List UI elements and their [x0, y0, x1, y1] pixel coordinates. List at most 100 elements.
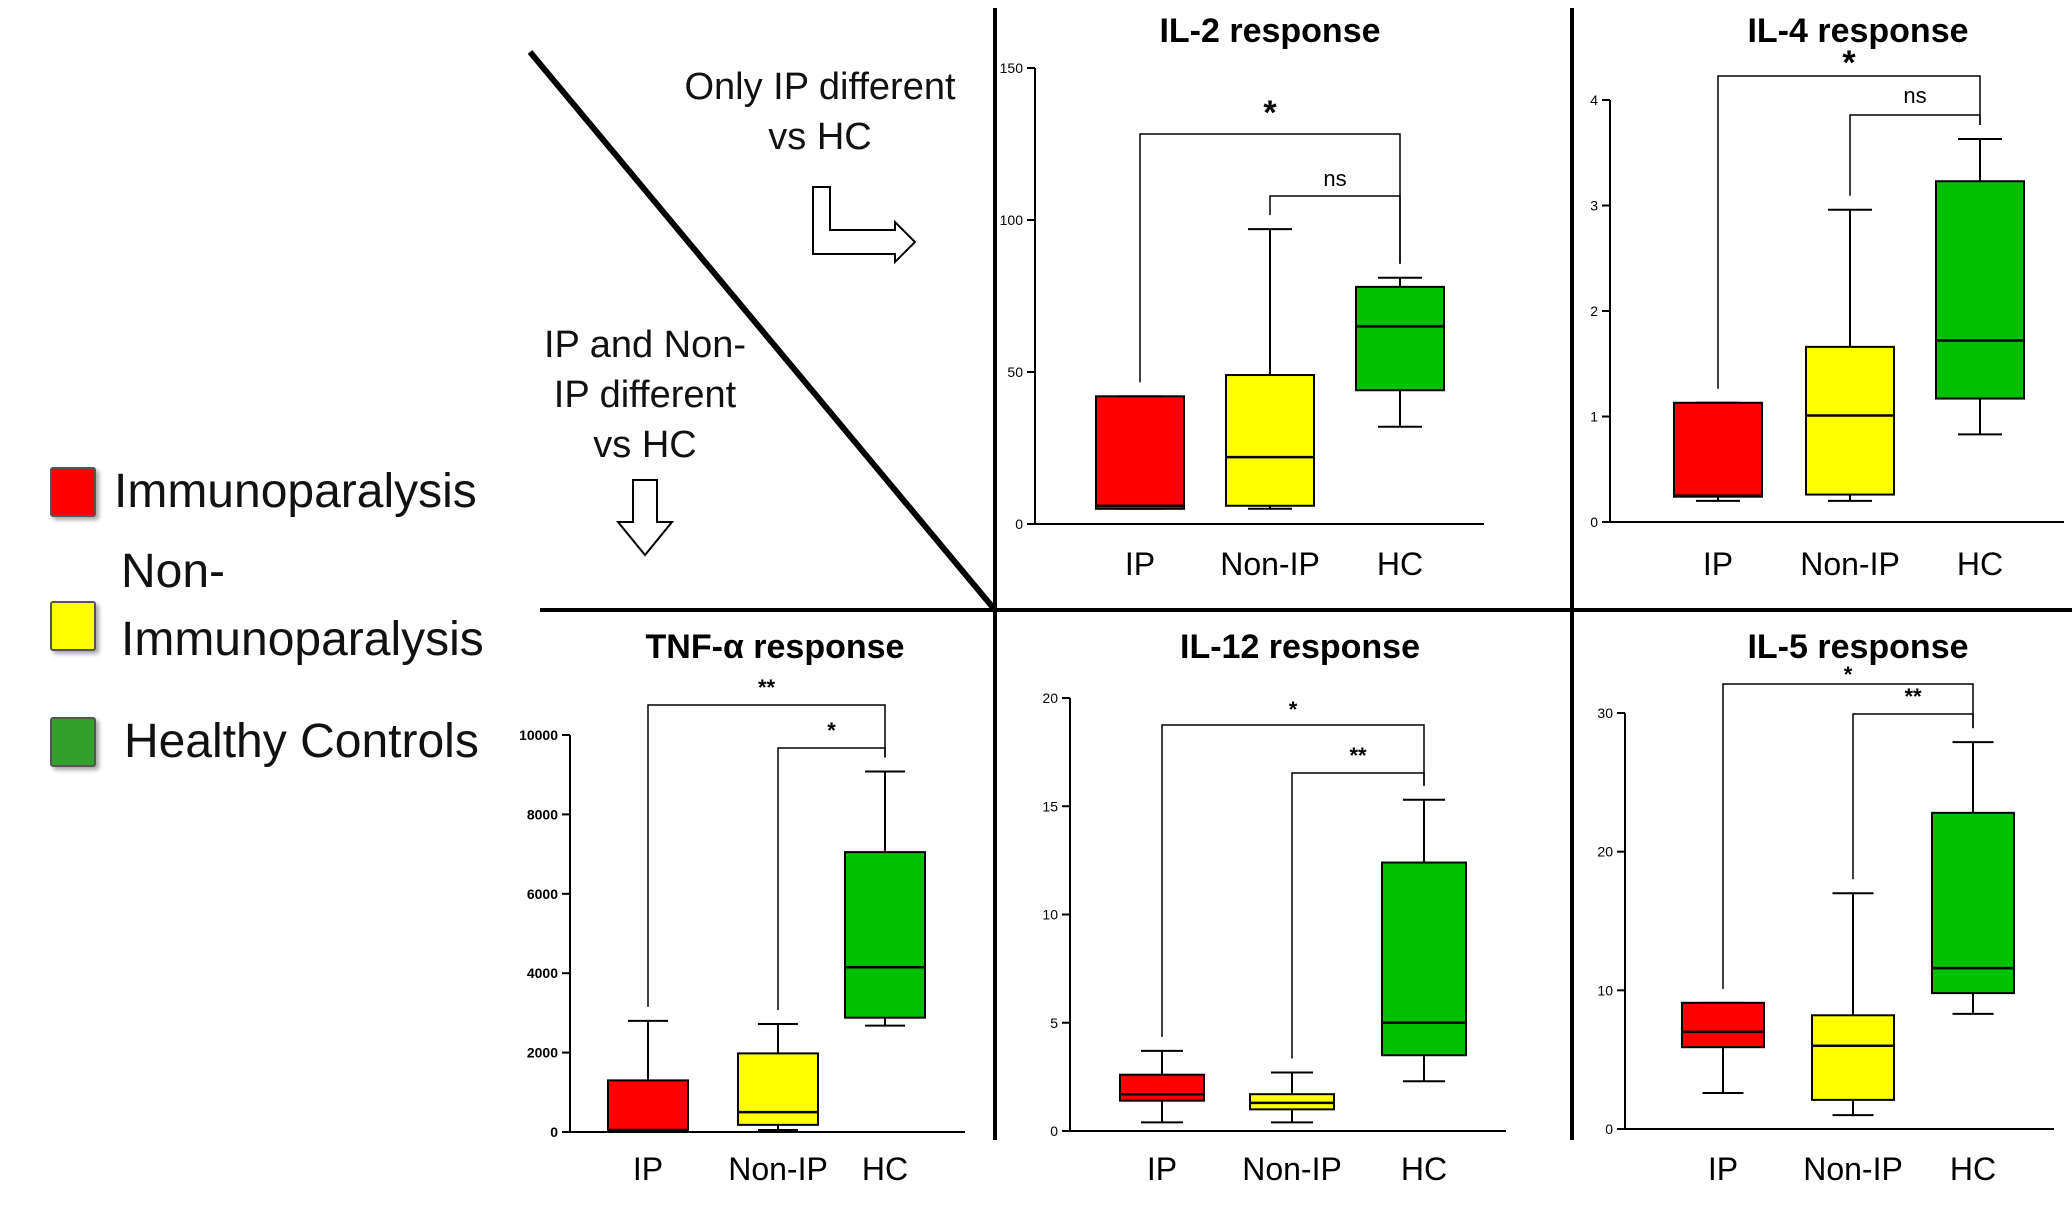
- category-label: IP: [1147, 1151, 1177, 1187]
- box-hc: [1931, 811, 2015, 995]
- category-label: IP: [633, 1151, 663, 1187]
- significance-bracket: [777, 747, 886, 1011]
- box-ip: [1119, 1073, 1205, 1102]
- legend-item-healthy-controls: Healthy Controls: [50, 716, 479, 768]
- category-label: IP: [1708, 1151, 1738, 1187]
- y-tick-label: 0: [1050, 1123, 1058, 1139]
- y-tick-label: 30: [1597, 705, 1613, 721]
- y-tick-label: 50: [1007, 364, 1023, 380]
- legend-label-line2: Immunoparalysis: [121, 613, 484, 666]
- significance-label: **: [1904, 684, 1922, 709]
- significance-bracket: [1291, 772, 1425, 1059]
- box-hc: [1355, 285, 1445, 392]
- significance-label: ns: [1323, 166, 1346, 191]
- legend-label-line1: Non-: [121, 545, 226, 598]
- y-tick-label: 0: [550, 1124, 558, 1140]
- significance-label: ns: [1903, 83, 1926, 108]
- legend-swatch-yellow: [50, 601, 96, 651]
- annotation-ip-nonip-line2: IP different: [553, 374, 737, 416]
- diagonal-divider: [527, 50, 998, 612]
- category-label: HC: [1950, 1151, 1996, 1187]
- significance-bracket: [1852, 713, 1974, 880]
- box-ip: [1095, 395, 1185, 510]
- y-tick-label: 5: [1050, 1015, 1058, 1031]
- box-ip: [1681, 1001, 1765, 1049]
- box-hc: [1935, 180, 2025, 400]
- down-arrow-icon: [615, 479, 675, 557]
- y-tick-label: 15: [1042, 798, 1058, 814]
- significance-bracket: [1161, 724, 1425, 1037]
- legend-label-immunoparalysis: Immunoparalysis: [114, 465, 477, 518]
- legend-swatch-red: [50, 467, 96, 517]
- y-tick-label: 20: [1042, 690, 1058, 706]
- box-hc: [844, 851, 926, 1019]
- category-label: IP: [1125, 546, 1155, 582]
- y-tick-label: 10000: [519, 727, 558, 743]
- y-tick-label: 0: [1605, 1121, 1613, 1137]
- box-non-ip: [1805, 345, 1895, 496]
- annotation-only-ip-line1: Only IP different: [684, 66, 956, 108]
- y-tick-label: 8000: [527, 806, 558, 822]
- bent-arrow-icon: [812, 186, 917, 265]
- significance-label: *: [1289, 697, 1298, 722]
- y-tick-label: 6000: [527, 886, 558, 902]
- y-tick-label: 2: [1590, 303, 1598, 319]
- y-tick-label: 100: [1000, 212, 1024, 228]
- box-non-ip: [1811, 1014, 1895, 1101]
- legend-item-immunoparalysis: Immunoparalysis: [50, 466, 477, 518]
- y-tick-label: 4000: [527, 965, 558, 981]
- significance-label: *: [1842, 44, 1856, 82]
- box-ip: [1673, 401, 1763, 498]
- chart-title: IL-5 response: [1747, 628, 1968, 666]
- significance-bracket: [1717, 75, 1981, 389]
- annotation-ip-and-non-ip: IP and Non- IP different vs HC: [500, 320, 790, 470]
- y-tick-label: 1: [1590, 409, 1598, 425]
- legend-label-non-immunoparalysis: Non- Immunoparalysis: [121, 546, 484, 666]
- y-tick-label: 3: [1590, 198, 1598, 214]
- category-label: HC: [1377, 546, 1423, 582]
- chart-title: TNF-α response: [646, 628, 905, 666]
- chart-title: IL-12 response: [1180, 628, 1420, 666]
- y-tick-label: 2000: [527, 1045, 558, 1061]
- legend-item-non-immunoparalysis: Non- Immunoparalysis: [50, 546, 484, 666]
- annotation-only-ip: Only IP different vs HC: [640, 62, 1000, 162]
- category-label: HC: [862, 1151, 908, 1187]
- category-label: Non-IP: [1800, 546, 1900, 582]
- chart-title: IL-4 response: [1747, 12, 1968, 50]
- significance-label: *: [1844, 662, 1853, 687]
- legend-swatch-green: [50, 717, 96, 767]
- significance-bracket: [1269, 195, 1401, 264]
- category-label: IP: [1703, 546, 1733, 582]
- y-tick-label: 20: [1597, 844, 1613, 860]
- category-label: Non-IP: [1242, 1151, 1342, 1187]
- significance-label: *: [1263, 94, 1277, 132]
- annotation-only-ip-line2: vs HC: [768, 116, 872, 158]
- y-tick-label: 150: [1000, 60, 1024, 76]
- annotation-ip-nonip-line3: vs HC: [593, 424, 697, 466]
- legend-label-healthy-controls: Healthy Controls: [124, 715, 479, 768]
- category-label: Non-IP: [1803, 1151, 1903, 1187]
- box-non-ip: [1225, 374, 1315, 507]
- y-tick-label: 4: [1590, 92, 1598, 108]
- significance-bracket: [647, 704, 886, 1007]
- chart-title: IL-2 response: [1159, 12, 1380, 50]
- significance-label: **: [1349, 743, 1367, 768]
- y-tick-label: 10: [1597, 982, 1613, 998]
- y-tick-label: 0: [1590, 514, 1598, 530]
- significance-bracket: [1722, 683, 1974, 989]
- category-label: HC: [1401, 1151, 1447, 1187]
- significance-bracket: [1849, 114, 1981, 196]
- y-tick-label: 0: [1015, 516, 1023, 532]
- significance-label: **: [758, 675, 776, 700]
- category-label: HC: [1957, 546, 2003, 582]
- category-label: Non-IP: [728, 1151, 828, 1187]
- annotation-ip-nonip-line1: IP and Non-: [543, 324, 747, 366]
- y-tick-label: 10: [1042, 907, 1058, 923]
- significance-label: *: [827, 718, 836, 743]
